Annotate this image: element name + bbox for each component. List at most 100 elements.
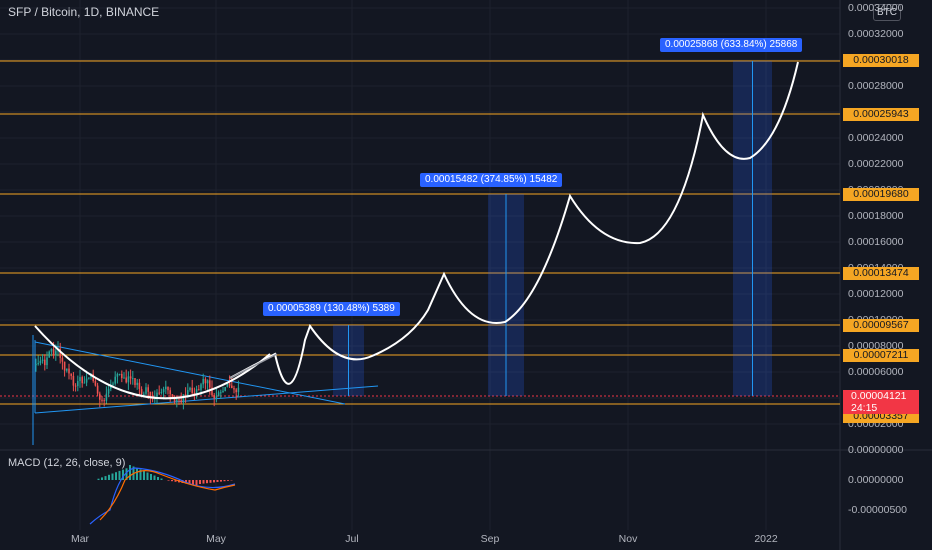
- time-tick: 2022: [754, 533, 778, 545]
- horizontal-levels[interactable]: [0, 60, 840, 405]
- candle-body: [222, 390, 224, 393]
- candle-body: [233, 388, 235, 390]
- time-tick: Mar: [70, 533, 90, 545]
- projection-path[interactable]: [34, 61, 799, 400]
- trendline-lower: [34, 385, 379, 414]
- candle-body: [136, 382, 138, 385]
- candle-body: [228, 383, 231, 386]
- candle-body: [116, 374, 119, 377]
- candle-body: [48, 351, 50, 358]
- level-tag: 0.00009567: [843, 319, 919, 332]
- candle-body: [173, 397, 176, 402]
- measurement-boxes[interactable]: [333, 61, 772, 396]
- currency-button[interactable]: BTC: [873, 4, 901, 21]
- macd-panel: [89, 465, 236, 525]
- candle-body: [202, 379, 204, 385]
- candle-body: [143, 393, 145, 395]
- candle-body: [41, 359, 44, 361]
- price-tick: 0.00000000: [848, 444, 904, 456]
- symbol-title[interactable]: SFP / Bitcoin, 1D, BINANCE: [8, 5, 160, 19]
- candle-body: [189, 387, 191, 391]
- signal-line: [99, 470, 236, 521]
- candle-body: [149, 391, 152, 398]
- measurement-label: 0.00005389 (130.48%) 5389: [263, 302, 400, 316]
- candle-body: [198, 389, 200, 391]
- candle-body: [156, 392, 158, 397]
- level-tag: 0.00007211: [843, 349, 919, 362]
- candle-body: [235, 389, 237, 393]
- candle-body: [118, 373, 121, 375]
- candle-body: [105, 393, 108, 401]
- price-tick: 0.00022000: [848, 158, 904, 170]
- candle-body: [138, 382, 141, 390]
- candle-body: [125, 377, 127, 383]
- projection-arrow: [229, 353, 278, 379]
- candle-body: [88, 377, 90, 379]
- trendlines[interactable]: [34, 340, 379, 414]
- candle-body: [206, 380, 209, 384]
- candle-body: [237, 387, 240, 393]
- time-tick: Jul: [345, 533, 359, 545]
- candle-body: [140, 389, 143, 395]
- macd-indicator-label[interactable]: MACD (12, 26, close, 9): [8, 457, 126, 469]
- candle-body: [200, 384, 202, 390]
- candle-body: [195, 389, 198, 395]
- candle-body: [165, 386, 167, 390]
- candle-body: [37, 363, 39, 365]
- candle-body: [96, 385, 99, 394]
- price-tick: 0.00028000: [848, 80, 904, 92]
- candle-body: [209, 380, 211, 388]
- candle-body: [35, 364, 37, 366]
- candle-body: [187, 390, 189, 398]
- macd-tick: -0.00000500: [848, 504, 907, 516]
- candle-body: [215, 396, 218, 399]
- candle-body: [79, 377, 81, 382]
- candle-body: [129, 376, 132, 379]
- candle-body: [72, 375, 75, 386]
- price-tick: 0.00006000: [848, 366, 904, 378]
- time-tick: Sep: [480, 533, 500, 545]
- trendline-upper: [34, 341, 346, 405]
- candle-body: [107, 388, 110, 394]
- candle-body: [44, 359, 46, 366]
- level-tag: 0.00013474: [843, 267, 919, 280]
- candle-body: [211, 387, 213, 396]
- macd-line: [89, 467, 236, 525]
- macd-tick: 0.00000000: [848, 474, 904, 486]
- candle-body: [204, 379, 207, 384]
- candle-body: [169, 390, 171, 395]
- candle-body: [85, 378, 88, 383]
- candle-body: [50, 349, 53, 352]
- level-tag: 0.00025943: [843, 108, 919, 121]
- time-tick: Nov: [618, 533, 638, 545]
- candle-body: [132, 378, 134, 380]
- price-tick: 0.00012000: [848, 288, 904, 300]
- candle-body: [63, 361, 66, 371]
- candle-body: [182, 394, 185, 403]
- time-tick: May: [206, 533, 226, 545]
- candle-body: [134, 378, 136, 385]
- candle-body: [147, 387, 149, 392]
- current-price-value: 0.00004121: [851, 390, 907, 402]
- candle-body: [123, 377, 125, 379]
- price-tick: 0.00018000: [848, 210, 904, 222]
- level-tag: 0.00030018: [843, 54, 919, 67]
- measurement-label: 0.00025868 (633.84%) 25868: [660, 38, 803, 52]
- candle-body: [213, 395, 215, 399]
- candle-body: [99, 393, 101, 400]
- candle-body: [83, 382, 86, 384]
- candle-body: [191, 387, 193, 393]
- candle-body: [39, 360, 42, 364]
- projection-curve: [34, 61, 799, 400]
- candle-body: [114, 376, 116, 384]
- candle-body: [145, 387, 147, 394]
- candle-body: [158, 392, 160, 394]
- candle-body: [180, 400, 182, 403]
- candle-body: [66, 368, 68, 371]
- candle-body: [74, 385, 77, 387]
- candle-body: [55, 350, 57, 356]
- candle-body: [103, 400, 105, 402]
- candle-body: [70, 373, 72, 376]
- candle-body: [81, 377, 83, 384]
